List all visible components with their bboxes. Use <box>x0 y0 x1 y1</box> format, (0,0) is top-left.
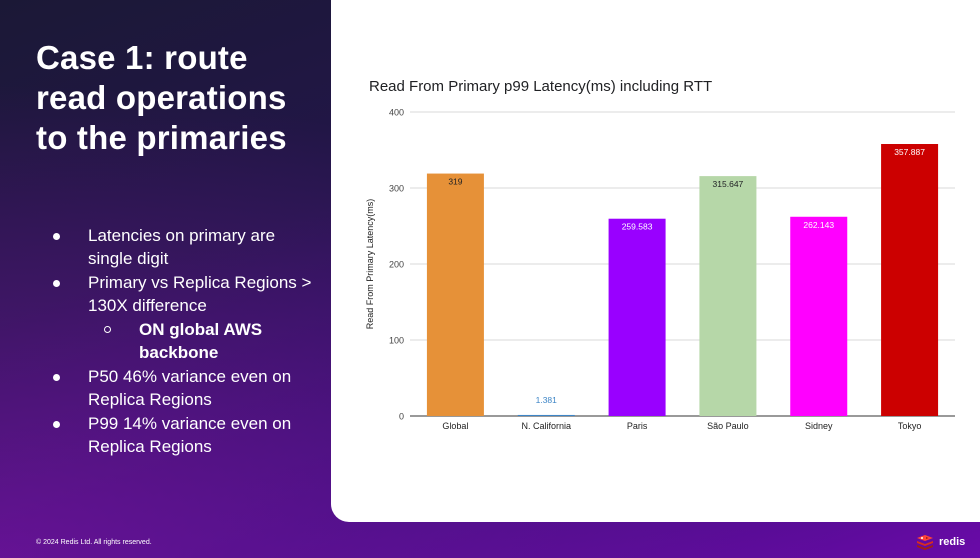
bullet-text: P50 46% variance even on Replica Regions <box>88 367 292 409</box>
y-tick-label: 200 <box>389 260 404 270</box>
x-tick-label: Sidney <box>805 421 833 431</box>
bullet-item: Primary vs Replica Regions > 130X differ… <box>48 271 318 317</box>
bar <box>426 173 484 416</box>
bar <box>608 218 666 416</box>
bullet-text: Latencies on primary are single digit <box>88 226 276 268</box>
data-label: 357.887 <box>894 147 925 157</box>
sub-bullet-item: ON global AWS backbone <box>48 318 318 364</box>
bullet-item: P99 14% variance even on Replica Regions <box>48 412 318 458</box>
chart-title: Read From Primary p99 Latency(ms) includ… <box>369 78 713 95</box>
bullet-text: P99 14% variance even on Replica Regions <box>88 414 292 456</box>
y-tick-label: 400 <box>389 108 404 118</box>
redis-logo-text: redis <box>939 536 966 548</box>
bullet-text: Primary vs Replica Regions > 130X differ… <box>88 273 312 315</box>
sub-bullet-text: ON global AWS backbone <box>139 320 263 362</box>
bar <box>881 144 939 417</box>
x-tick-label: Global <box>442 421 468 431</box>
data-label: 319 <box>448 177 462 187</box>
redis-logo-icon <box>917 535 933 550</box>
bullet-item: Latencies on primary are single digit <box>48 224 318 270</box>
bullet-dot-icon <box>53 374 60 381</box>
slide-title: Case 1: route read operations to the pri… <box>36 39 287 156</box>
data-label: 262.143 <box>803 220 834 230</box>
copyright-footer: © 2024 Redis Ltd. All rights reserved. <box>36 539 152 546</box>
y-tick-label: 300 <box>389 184 404 194</box>
sub-bullet-ring-icon <box>104 326 111 333</box>
data-label: 1.381 <box>536 395 558 405</box>
x-tick-label: N. California <box>521 421 571 431</box>
bar <box>699 176 757 416</box>
y-tick-label: 100 <box>389 336 404 346</box>
y-axis-label: Read From Primary Latency(ms) <box>365 199 375 330</box>
data-label: 259.583 <box>622 222 653 232</box>
data-label: 315.647 <box>713 179 744 189</box>
x-tick-label: Paris <box>627 421 648 431</box>
bullet-item: P50 46% variance even on Replica Regions <box>48 365 318 411</box>
bullet-list: Latencies on primary are single digit Pr… <box>48 224 318 459</box>
bar-chart: 0 100 200 300 400 Read From Primary Latency(m… <box>365 108 955 431</box>
x-tick-label: São Paulo <box>707 421 749 431</box>
bar <box>790 216 848 416</box>
x-tick-label: Tokyo <box>898 421 922 431</box>
bullet-dot-icon <box>53 421 60 428</box>
bullet-dot-icon <box>53 280 60 287</box>
y-tick-label: 0 <box>399 412 404 422</box>
bullet-dot-icon <box>53 233 60 240</box>
bar <box>517 414 575 416</box>
